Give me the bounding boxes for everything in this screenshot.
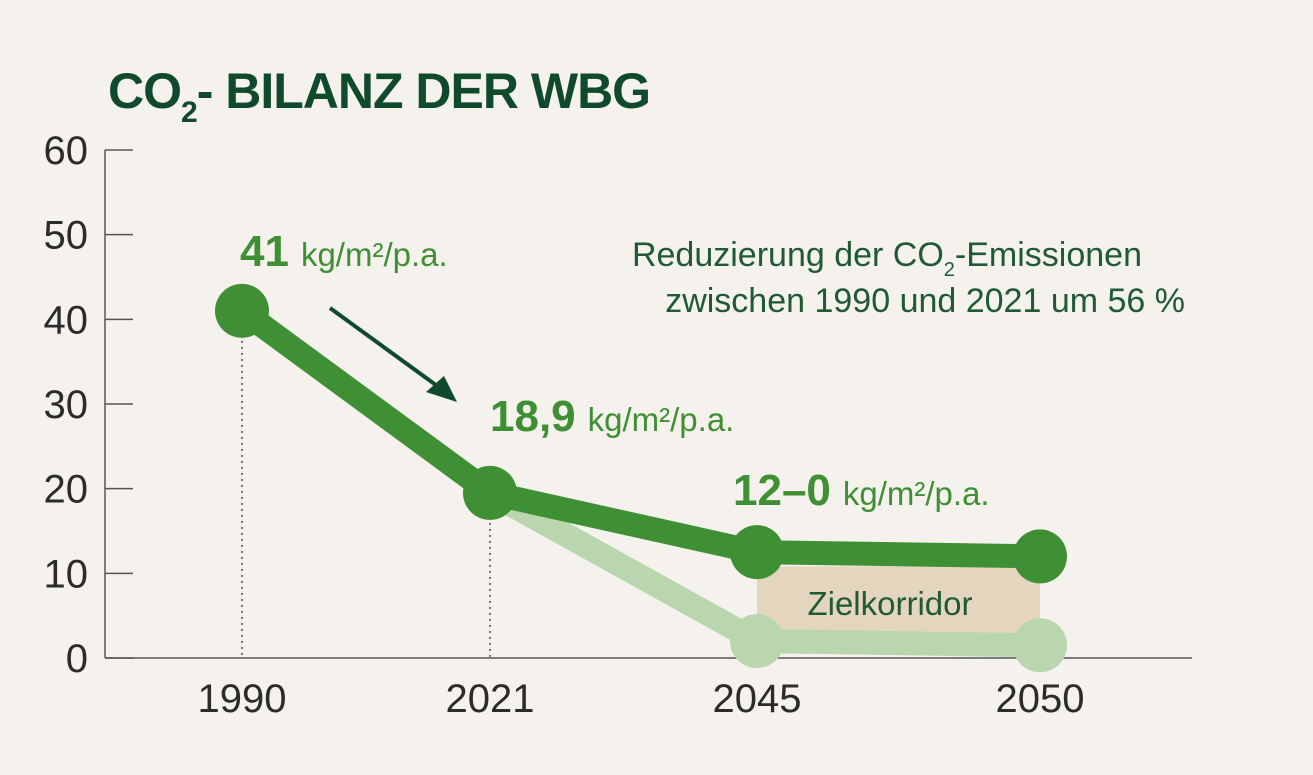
trend-arrow <box>328 306 457 402</box>
y-tick-label: 10 <box>44 552 89 596</box>
main-series-point-2050 <box>1013 529 1067 584</box>
y-tick-label: 40 <box>44 298 89 342</box>
data-label-2021: 18,9 kg/m²/p.a. <box>490 392 734 441</box>
chart-title: CO2- BILANZ DER WBG <box>108 63 650 129</box>
x-tick-label: 2045 <box>713 677 802 721</box>
data-label-1990: 41 kg/m²/p.a. <box>240 227 448 276</box>
annotation-line-1: Reduzierung der CO2-Emissionen <box>632 236 1142 281</box>
x-tick-label: 1990 <box>198 677 287 721</box>
corridor-label: Zielkorridor <box>807 585 972 622</box>
main-series-point-1990 <box>215 283 269 338</box>
x-tick-label: 2021 <box>446 677 535 721</box>
series-layer <box>215 283 1067 673</box>
x-tick-label: 2050 <box>996 677 1085 721</box>
y-tick-label: 20 <box>44 468 89 512</box>
main-series-point-2045 <box>730 525 784 580</box>
main-series-point-2021 <box>463 465 517 520</box>
annotation-line-2: zwischen 1990 und 2021 um 56 % <box>665 282 1185 320</box>
y-tick-label: 30 <box>44 383 89 427</box>
axes: 0 10 20 30 40 50 60 1990 2021 2045 2050 <box>44 129 1192 721</box>
svg-text:12–0kg/m²/p.a.: 12–0 kg/m²/p.a. <box>733 466 990 515</box>
target-low-series-point-2045 <box>730 614 784 669</box>
y-tick-label: 50 <box>44 214 89 258</box>
data-label-2045: 12–0 kg/m²/p.a. <box>733 466 990 515</box>
y-tick-label: 0 <box>66 637 88 681</box>
y-tick-label: 60 <box>44 129 89 173</box>
target-low-series-point-2050 <box>1013 618 1067 673</box>
svg-text:18,9kg/m²/p.a.: 18,9 kg/m²/p.a. <box>490 392 734 441</box>
main-series-line <box>230 298 1052 569</box>
